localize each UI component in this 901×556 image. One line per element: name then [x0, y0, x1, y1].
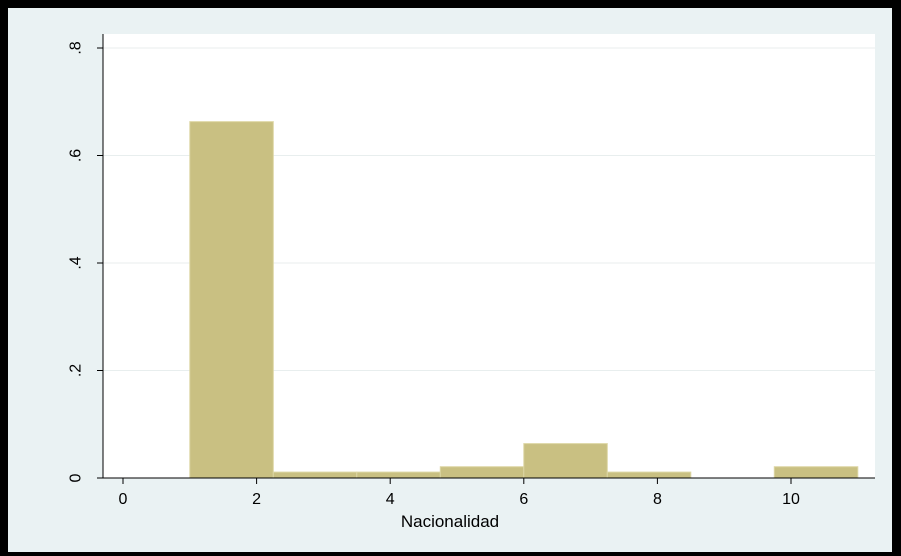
bar-1	[272, 471, 358, 479]
y-tick-label-3: .6	[68, 149, 85, 162]
y-tick-label-2: .4	[68, 256, 85, 269]
x-ticks: 0 2 4 6 8 10	[119, 478, 800, 508]
x-tick-label-3: 6	[519, 491, 528, 508]
x-tick-label-0: 0	[119, 491, 128, 508]
x-axis-title: Nacionalidad	[401, 512, 499, 531]
x-tick-label-1: 2	[252, 491, 261, 508]
histogram-chart: 0 .2 .4 .6 .8 0 2 4 6 8 10 Nacionalidad	[68, 34, 875, 531]
y-tick-label-0: 0	[68, 473, 85, 482]
bar-0	[189, 121, 274, 479]
y-tick-label-1: .2	[68, 364, 85, 377]
bar-4	[523, 443, 608, 479]
bar-3	[439, 466, 525, 479]
x-tick-label-5: 10	[782, 491, 800, 508]
y-tick-label-4: .8	[68, 41, 85, 54]
y-ticks: 0 .2 .4 .6 .8	[68, 41, 103, 482]
bar-7	[773, 466, 859, 479]
x-tick-label-2: 4	[386, 491, 395, 508]
chart-frame: 0 .2 .4 .6 .8 0 2 4 6 8 10 Nacionalidad	[8, 8, 892, 552]
bar-2	[356, 471, 441, 479]
bar-5	[606, 471, 692, 479]
x-tick-label-4: 8	[653, 491, 662, 508]
